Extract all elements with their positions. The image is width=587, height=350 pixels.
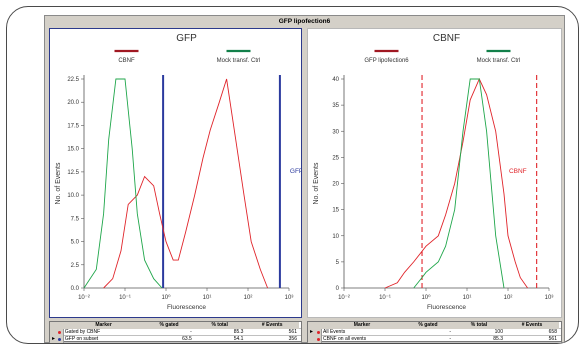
y-axis-label: No. of Events <box>55 162 62 205</box>
pct-total-value: 85.3 <box>493 336 503 342</box>
column-header: Marker <box>62 322 145 329</box>
histogram-series-red <box>384 77 528 289</box>
pct-gated-value: - <box>449 329 451 335</box>
marker-name: CBNF on all events <box>323 336 367 342</box>
chart-title: GFP <box>176 33 197 44</box>
pct-total-value: 54.1 <box>233 336 244 342</box>
pct-gated-value: - <box>449 336 451 342</box>
column-header: % gated <box>403 322 453 329</box>
x-tick-label: 10¹ <box>463 295 472 301</box>
pct-gated-value: - <box>190 329 192 335</box>
y-tick-label: 35 <box>332 103 339 109</box>
x-tick-label: 10⁰ <box>161 294 171 301</box>
gfp-marker-table[interactable]: Marker% gated% total # Events Gated by CBN… <box>49 321 302 343</box>
marker-name: All Events <box>323 329 346 335</box>
y-tick-label: 17.5 <box>67 123 79 129</box>
pct-total-value: 100 <box>494 329 503 335</box>
y-tick-label: 0 <box>336 286 340 292</box>
pct-gated-value: 63.5 <box>182 336 192 342</box>
y-tick-label: 30 <box>332 129 339 135</box>
y-tick-label: 25 <box>332 155 339 161</box>
events-value: 356 <box>288 336 297 342</box>
window-title: GFP lipofection6 <box>278 18 331 25</box>
cbnf-marker-table[interactable]: Marker% gated% total # Events ▸ All Events -… <box>307 321 562 343</box>
y-axis-label: No. of Events <box>313 162 320 205</box>
marker-color-dot-icon <box>58 331 62 334</box>
y-tick-label: 12.5 <box>67 170 79 176</box>
x-tick-label: 10⁻¹ <box>379 295 391 301</box>
y-tick-label: 0.0 <box>71 286 80 292</box>
column-header: % total <box>453 322 505 329</box>
histogram-series-green <box>83 78 163 289</box>
marker-name: GFP on subset <box>64 336 99 342</box>
y-tick-label: 22.5 <box>67 77 79 83</box>
x-tick-label: 10³ <box>285 295 294 301</box>
y-tick-label: 10.0 <box>67 193 79 199</box>
histogram-series-red <box>103 78 269 289</box>
y-tick-label: 40 <box>332 77 339 83</box>
y-tick-label: 15 <box>332 208 339 214</box>
events-value: 658 <box>548 329 557 335</box>
legend-item-2-label: Mock transf. Ctrl <box>477 58 521 64</box>
gate-label: GFP <box>290 168 301 175</box>
gfp-histogram-panel[interactable]: GFP CBNF Mock transf. Ctrl 0.0 2.5 5.0 7.5 10.0… <box>49 28 303 318</box>
x-tick-label: 10⁻¹ <box>119 295 131 301</box>
y-tick-label: 10 <box>332 234 339 240</box>
x-tick-label: 10⁻² <box>338 295 350 301</box>
y-tick-label: 7.5 <box>71 216 80 222</box>
x-axis-label: Fluorescence <box>167 304 206 311</box>
marker-name: Gated by CBNF <box>64 329 101 335</box>
events-value: 561 <box>288 329 297 335</box>
column-header: Marker <box>321 322 403 329</box>
gfp-histogram-chart[interactable]: GFP CBNF Mock transf. Ctrl 0.0 2.5 5.0 7.5 10.0… <box>50 29 303 317</box>
events-value: 561 <box>548 336 557 342</box>
marker-row[interactable]: CBNF on all events - 85.3 561 <box>308 336 561 343</box>
legend-item-1-label: CBNF <box>118 58 135 64</box>
table-header-row: Marker% gated% total # Events <box>50 322 301 329</box>
marker-row[interactable]: Gated by CBNF - 85.3 561 <box>50 329 301 336</box>
column-header: # Events <box>505 322 559 329</box>
x-tick-label: 10³ <box>545 295 554 301</box>
table-header-row: Marker% gated% total # Events <box>308 322 561 329</box>
cbnf-histogram-panel[interactable]: CBNF GFP lipofection6 Mock transf. Ctrl 0 5 1… <box>307 28 562 318</box>
y-tick-label: 20 <box>332 182 339 188</box>
chart-title: CBNF <box>433 33 460 44</box>
marker-row[interactable]: ▸ All Events -100 658 <box>308 329 561 336</box>
pct-total-value: 85.3 <box>233 329 244 335</box>
x-tick-label: 10² <box>504 295 513 301</box>
y-tick-label: 5.0 <box>71 240 80 246</box>
marker-color-dot-icon <box>58 338 62 341</box>
y-tick-label: 15.0 <box>67 147 79 153</box>
column-header: # Events <box>245 322 299 329</box>
x-tick-label: 10² <box>244 295 253 301</box>
column-header: % gated <box>144 322 194 329</box>
x-axis-label: Fluorescence <box>427 304 466 311</box>
legend-item-2-label: Mock transf. Ctrl <box>217 58 261 64</box>
histogram-series-green <box>413 78 505 289</box>
x-tick-label: 10⁰ <box>421 294 431 301</box>
y-tick-label: 20.0 <box>67 100 79 106</box>
gate-label: CBNF <box>509 168 527 175</box>
flow-cytometry-window: GFP lipofection6 GFP CBNF Mock transf. Ctr… <box>44 15 565 343</box>
marker-color-dot-icon <box>316 331 320 334</box>
cbnf-histogram-chart[interactable]: CBNF GFP lipofection6 Mock transf. Ctrl 0 5 1… <box>308 29 561 317</box>
x-tick-label: 10⁻² <box>78 295 90 301</box>
marker-color-dot-icon <box>316 338 320 341</box>
column-header: % total <box>193 322 246 329</box>
marker-row[interactable]: ▸ GFP on subset 63.5 54.1 356 <box>50 336 301 343</box>
y-tick-label: 2.5 <box>71 263 80 269</box>
x-tick-label: 10¹ <box>203 295 212 301</box>
legend-item-1-label: GFP lipofection6 <box>364 58 409 64</box>
y-tick-label: 5 <box>336 260 340 266</box>
